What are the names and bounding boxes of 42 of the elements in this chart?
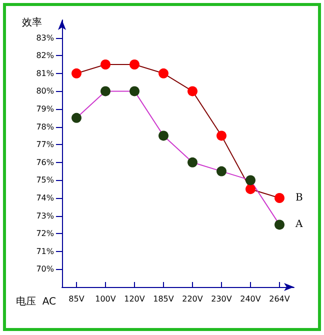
point [216,130,226,141]
series-label: A [294,219,304,230]
x-tick-label: 85V [68,294,85,304]
point [188,86,198,96]
point [130,86,140,96]
y-tick-label: 79% [36,104,54,114]
x-tick-label: 230V [211,294,232,304]
x-tick-label: 264V [269,294,290,304]
y-tick-label: 77% [36,140,54,150]
point [216,166,226,176]
point [158,68,168,78]
y-tick-label: 75% [36,176,54,185]
point [158,130,168,141]
point [246,175,256,186]
y-tick-label: 72% [36,229,54,238]
y-tick-label: 74% [36,194,54,202]
point [274,193,284,203]
point [100,60,110,70]
y-tick-label: 82% [36,51,54,60]
point [100,86,110,96]
y-tick-label: 80% [36,86,54,96]
y-tick-label: 78% [36,122,54,132]
y-tick-label: 70% [36,264,54,274]
x-axis-title: 电压 AC [16,296,56,308]
point [72,112,82,123]
y-tick-label: 71% [36,246,54,256]
y-tick-label: 76% [36,158,54,167]
x-tick-label: 100V [95,294,116,304]
series-label: B [296,192,303,204]
point [188,157,198,168]
x-tick-label: 120V [124,294,146,304]
point [130,60,140,70]
y-axis-title: 效率 [22,16,42,28]
x-tick-label: 185V [153,294,174,304]
y-tick-label: 73% [36,211,54,220]
point [72,68,82,78]
y-tick-label: 81% [36,68,54,78]
y-tick-label: 83% [36,33,54,42]
point [246,184,256,194]
x-tick-label: 240V [240,294,262,304]
x-tick-label: 220V [182,294,204,304]
point [274,220,284,230]
